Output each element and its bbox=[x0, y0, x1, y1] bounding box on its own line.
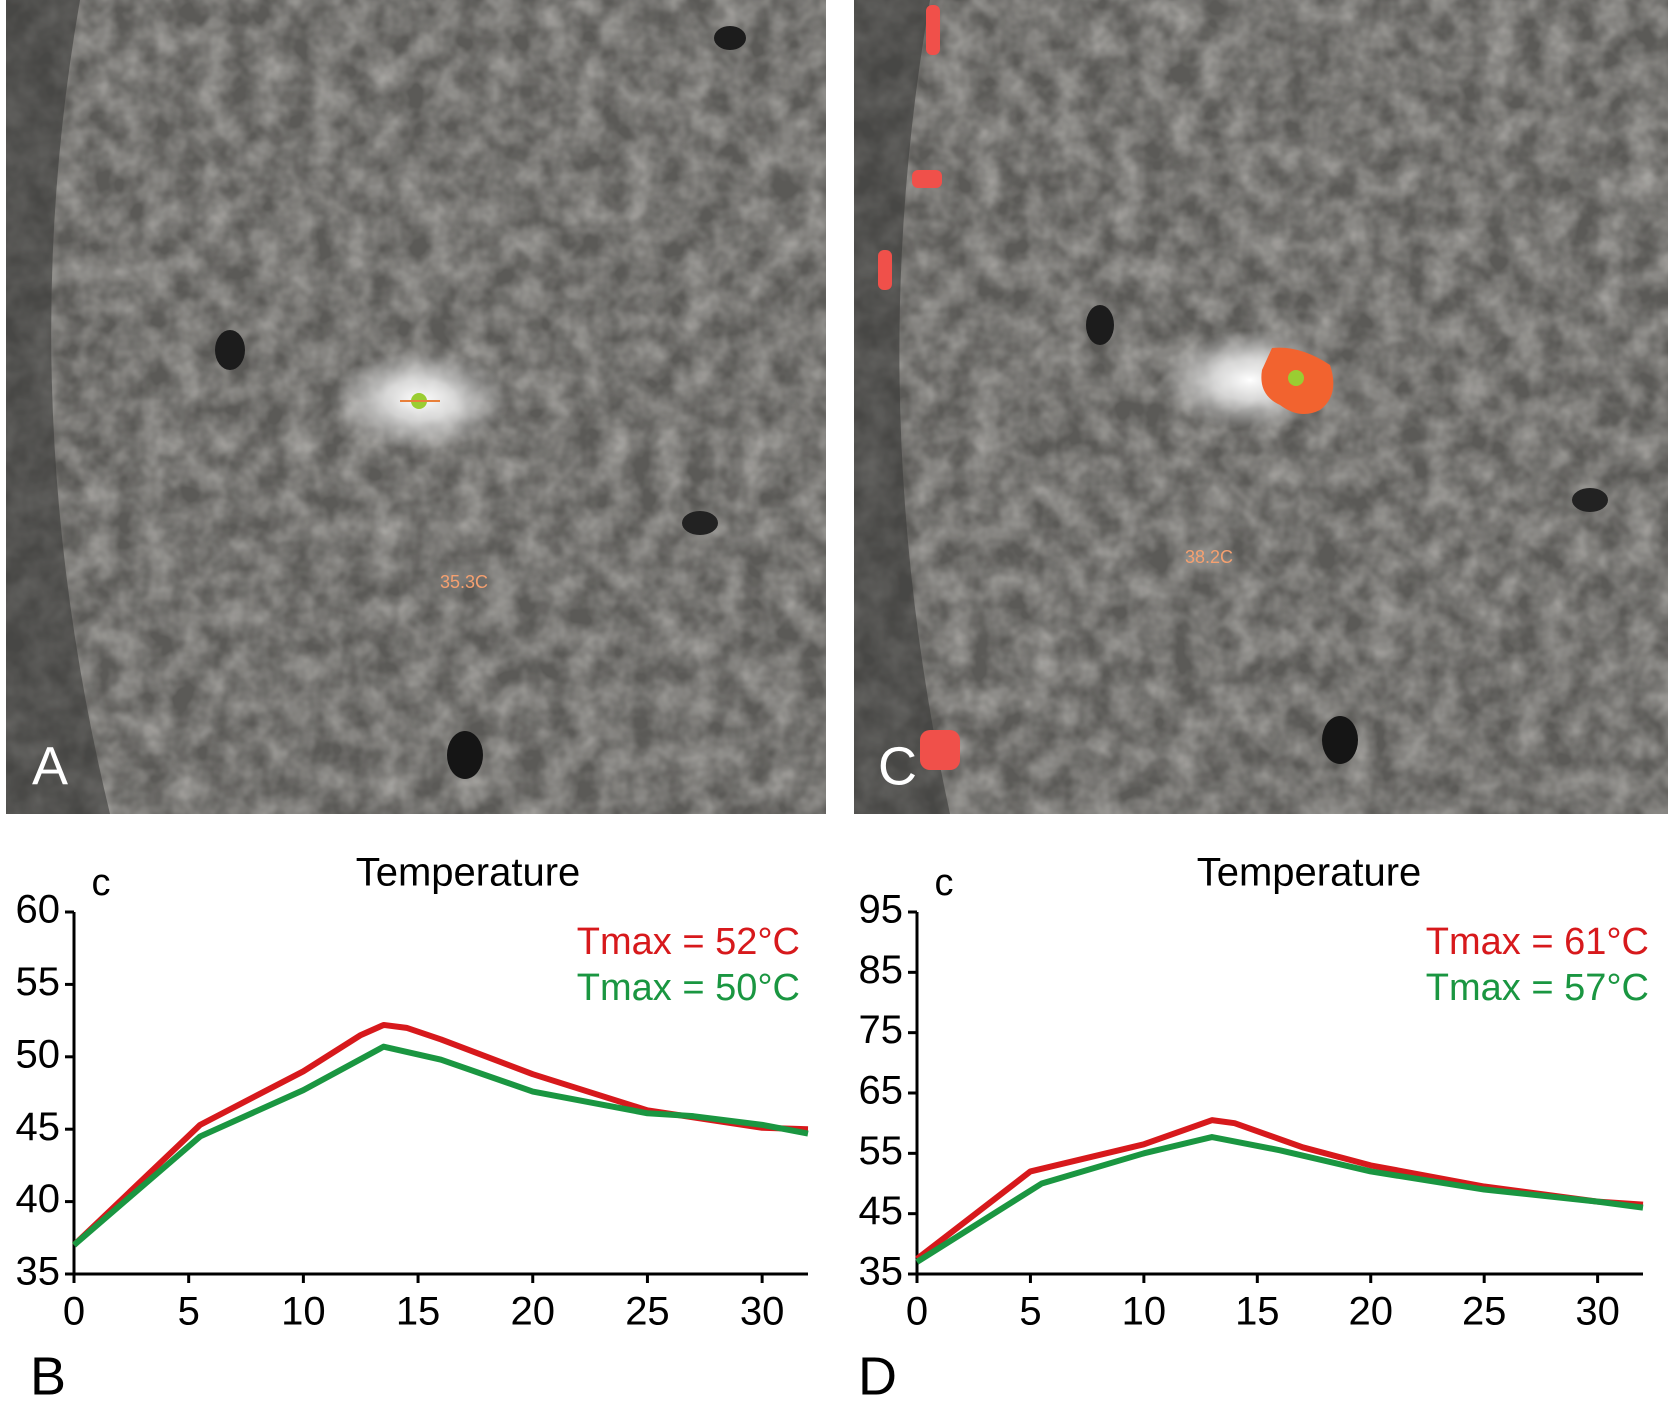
mri-image-c: C 38.2C bbox=[854, 0, 1668, 814]
image-label: A bbox=[32, 736, 68, 796]
panel-label: B bbox=[30, 1346, 66, 1406]
x-tick-label: 30 bbox=[1575, 1290, 1620, 1334]
x-tick-label: 15 bbox=[396, 1290, 441, 1334]
y-tick-label: 55 bbox=[16, 960, 61, 1004]
x-tick-label: 20 bbox=[1349, 1290, 1394, 1334]
legend-entry: Tmax = 52°C bbox=[577, 921, 800, 963]
x-tick-label: 10 bbox=[281, 1290, 326, 1334]
x-tick-label: 5 bbox=[1019, 1290, 1041, 1334]
image-label: C bbox=[878, 736, 917, 796]
temperature-line bbox=[915, 1134, 1644, 1265]
x-tick-label: 15 bbox=[1235, 1290, 1280, 1334]
temperature-line bbox=[915, 1117, 1644, 1262]
y-tick-label: 95 bbox=[859, 888, 904, 932]
y-tick-label: 45 bbox=[16, 1105, 61, 1149]
temperature-line bbox=[72, 1043, 809, 1248]
y-tick-label: 35 bbox=[859, 1250, 904, 1294]
temperature-readout: 38.2C bbox=[1185, 547, 1233, 567]
mri-image-a: A 35.3C bbox=[6, 0, 826, 814]
y-tick-label: 60 bbox=[16, 888, 61, 932]
y-axis-label: c bbox=[92, 862, 111, 904]
chart-title: Temperature bbox=[356, 851, 581, 895]
y-tick-label: 75 bbox=[859, 1008, 904, 1052]
chart-title: Temperature bbox=[1197, 851, 1422, 895]
x-tick-label: 20 bbox=[511, 1290, 556, 1334]
legend-entry: Tmax = 50°C bbox=[577, 967, 800, 1009]
y-tick-label: 45 bbox=[859, 1189, 904, 1233]
y-tick-label: 85 bbox=[859, 948, 904, 992]
x-tick-label: 25 bbox=[1462, 1290, 1507, 1334]
legend-entry: Tmax = 57°C bbox=[1426, 967, 1649, 1009]
y-tick-label: 55 bbox=[859, 1129, 904, 1173]
legend-entry: Tmax = 61°C bbox=[1426, 921, 1649, 963]
temperature-readout: 35.3C bbox=[440, 572, 488, 592]
y-tick-label: 50 bbox=[16, 1032, 61, 1076]
x-tick-label: 10 bbox=[1122, 1290, 1167, 1334]
x-tick-label: 25 bbox=[625, 1290, 670, 1334]
x-tick-label: 30 bbox=[740, 1290, 785, 1334]
y-tick-label: 35 bbox=[16, 1250, 61, 1294]
y-axis-label: c bbox=[935, 862, 954, 904]
panel-label: D bbox=[858, 1346, 897, 1406]
y-tick-label: 40 bbox=[16, 1177, 61, 1221]
x-tick-label: 5 bbox=[178, 1290, 200, 1334]
y-tick-label: 65 bbox=[859, 1069, 904, 1113]
x-tick-label: 0 bbox=[906, 1290, 928, 1334]
x-tick-label: 0 bbox=[63, 1290, 85, 1334]
